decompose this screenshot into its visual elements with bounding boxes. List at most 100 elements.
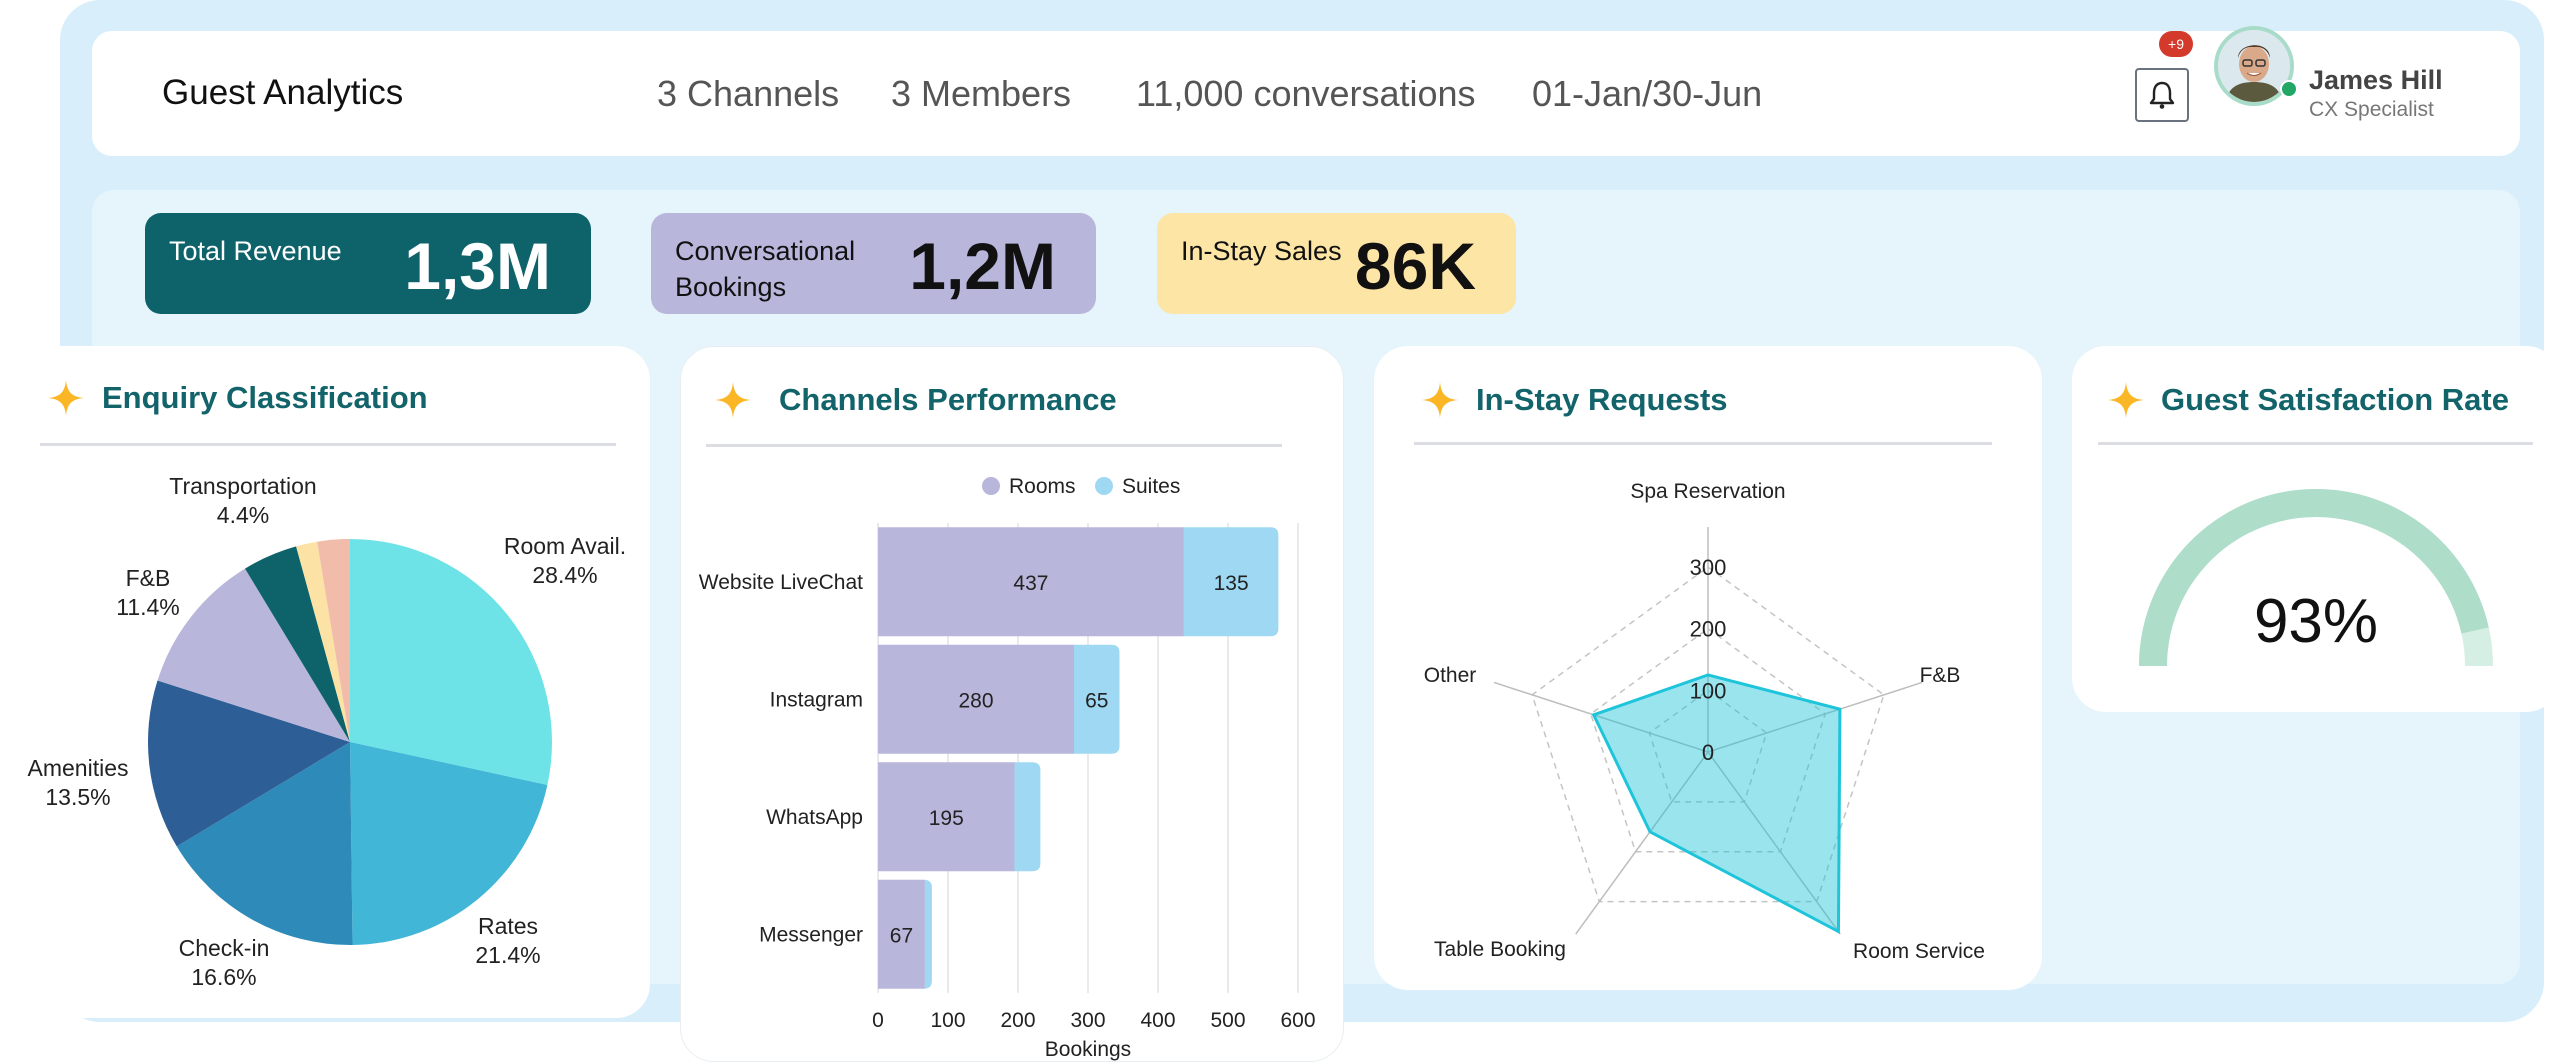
pie-label: Transportation: [169, 473, 316, 499]
x-tick-label: 100: [930, 1009, 965, 1032]
pie-slice-other-7[interactable]: [317, 539, 350, 742]
y-category-label: Instagram: [770, 688, 863, 711]
divider: [706, 444, 1282, 447]
kpi-conversational-bookings[interactable]: Conversational Bookings 1,2M: [651, 213, 1096, 314]
pie-value-label: 21.4%: [475, 942, 540, 968]
notification-badge: +9: [2159, 31, 2193, 57]
sparkle-icon: [1422, 382, 1458, 418]
pie-slice-other-6[interactable]: [296, 541, 350, 742]
radar-spoke: [1707, 751, 1841, 935]
pie-slice-rates[interactable]: [350, 742, 548, 945]
pie-label: Room Avail.: [504, 533, 626, 559]
x-tick-label: 0: [872, 1009, 884, 1032]
divider: [1414, 442, 1992, 445]
conversations-count: 11,000 conversations: [1136, 73, 1476, 114]
members-count: 3 Members: [891, 73, 1072, 114]
legend-label-suites: Suites: [1122, 475, 1180, 498]
radar-spoke: [1493, 681, 1709, 753]
page-title: Guest Analytics: [162, 73, 404, 112]
bar-suites[interactable]: [1074, 644, 1120, 754]
enquiry-classification-card: Enquiry Classification Room Avail. 28.4% R…: [0, 346, 650, 1018]
bar-suites[interactable]: [1014, 762, 1041, 872]
top-header: Guest Analytics 3 Channels 3 Members 11,…: [92, 26, 2520, 156]
gauge-value-label: 93%: [2254, 587, 2378, 656]
user-photo: [2218, 30, 2290, 102]
kpi-label: Conversational Bookings: [675, 236, 856, 302]
radar-axis-label: F&B: [1920, 664, 1961, 687]
y-category-label: Messenger: [759, 923, 863, 946]
bar-rooms[interactable]: [878, 762, 1015, 872]
channels-performance-card: Channels Performance 0 100 200 300 400 500 600…: [680, 346, 1344, 1062]
pie-label: Amenities: [28, 755, 129, 781]
legend-swatch-rooms: [982, 477, 1000, 495]
card-title: Guest Satisfaction Rate: [2161, 382, 2509, 417]
bar-value-label: 65: [1085, 689, 1108, 712]
pie-value-label: 11.4%: [116, 594, 180, 620]
online-status-indicator: [2280, 80, 2298, 98]
x-axis-title: Bookings: [1045, 1038, 1131, 1061]
bar-suites[interactable]: [923, 879, 932, 989]
sparkle-icon: [715, 382, 751, 418]
bar-rooms[interactable]: [878, 644, 1074, 754]
bar-suites[interactable]: [1183, 527, 1279, 637]
bar-rooms[interactable]: [878, 527, 1184, 637]
x-tick-label: 600: [1280, 1009, 1315, 1032]
pie-chart: Room Avail. 28.4% Rates 21.4% Check-in 16.6% A…: [28, 473, 627, 990]
avatar[interactable]: [2214, 26, 2294, 106]
divider: [40, 443, 616, 446]
card-title: Channels Performance: [779, 382, 1117, 417]
sparkle-icon: [48, 380, 84, 416]
pie-value-label: 13.5%: [45, 784, 110, 810]
kpi-in-stay-sales[interactable]: In-Stay Sales 86K: [1157, 213, 1516, 314]
radar-tick-label: 100: [1690, 678, 1727, 703]
bar-chart: 0 100 200 300 400 500 600 Bookings Rooms Suites We…: [699, 475, 1316, 1061]
radar-axis-label: Room Service: [1853, 940, 1985, 963]
notifications-button[interactable]: [2135, 68, 2189, 122]
radar-spoke: [1575, 751, 1709, 935]
pie-value-label: 16.6%: [191, 964, 256, 990]
pie-label: Check-in: [179, 935, 270, 961]
x-tick-label: 400: [1140, 1009, 1175, 1032]
radar-axis-label: Spa Reservation: [1630, 480, 1785, 503]
pie-slice-transportation[interactable]: [244, 546, 350, 742]
pie-label: F&B: [126, 565, 171, 591]
in-stay-requests-card: In-Stay Requests 0 100 200 300 Spa Reservati…: [1374, 346, 2042, 990]
gauge-chart: 93%: [2139, 489, 2493, 667]
y-category-label: WhatsApp: [766, 806, 863, 829]
radar-axis-label: Table Booking: [1434, 938, 1566, 961]
legend-label-rooms: Rooms: [1009, 475, 1076, 498]
y-category-label: Website LiveChat: [699, 571, 863, 594]
pie-slice-room-avail-[interactable]: [350, 539, 552, 786]
radar-tick-label: 200: [1690, 617, 1727, 642]
pie-slice-check-in[interactable]: [176, 742, 353, 945]
card-title: In-Stay Requests: [1476, 382, 1728, 417]
legend-swatch-suites: [1095, 477, 1113, 495]
kpi-value: 86K: [1354, 229, 1476, 303]
radar-tick-label: 0: [1702, 740, 1714, 765]
radar-ring: [1531, 566, 1885, 903]
bar-value-label: 280: [958, 689, 993, 712]
bar-rooms[interactable]: [878, 879, 925, 989]
bar-value-label: 135: [1214, 572, 1249, 595]
kpi-label: Total Revenue: [169, 236, 342, 266]
radar-ring: [1648, 689, 1768, 803]
pie-slice-amenities[interactable]: [148, 680, 350, 847]
date-range[interactable]: 01-Jan/30-Jun: [1532, 73, 1763, 114]
radar-series-area[interactable]: [1591, 673, 1842, 935]
pie-slice-f-b[interactable]: [157, 568, 350, 742]
kpi-total-revenue[interactable]: Total Revenue 1,3M: [145, 213, 591, 314]
bar-value-label: 437: [1013, 572, 1048, 595]
pie-label: Rates: [478, 913, 538, 939]
gauge-fill: [2139, 489, 2489, 667]
guest-satisfaction-card: Guest Satisfaction Rate 93%: [2072, 346, 2560, 712]
bell-icon: [2149, 81, 2175, 109]
kpi-value: 1,2M: [909, 229, 1056, 303]
user-name: James Hill: [2309, 65, 2443, 95]
pie-value-label: 28.4%: [532, 562, 597, 588]
kpi-label: In-Stay Sales: [1181, 236, 1342, 266]
x-tick-label: 200: [1000, 1009, 1035, 1032]
bar-value-label: 195: [929, 807, 964, 830]
radar-chart: 0 100 200 300 Spa Reservation F&B Room Service…: [1424, 480, 1985, 963]
radar-axis-label: Other: [1424, 664, 1477, 687]
bar-value-label: 67: [890, 924, 913, 947]
